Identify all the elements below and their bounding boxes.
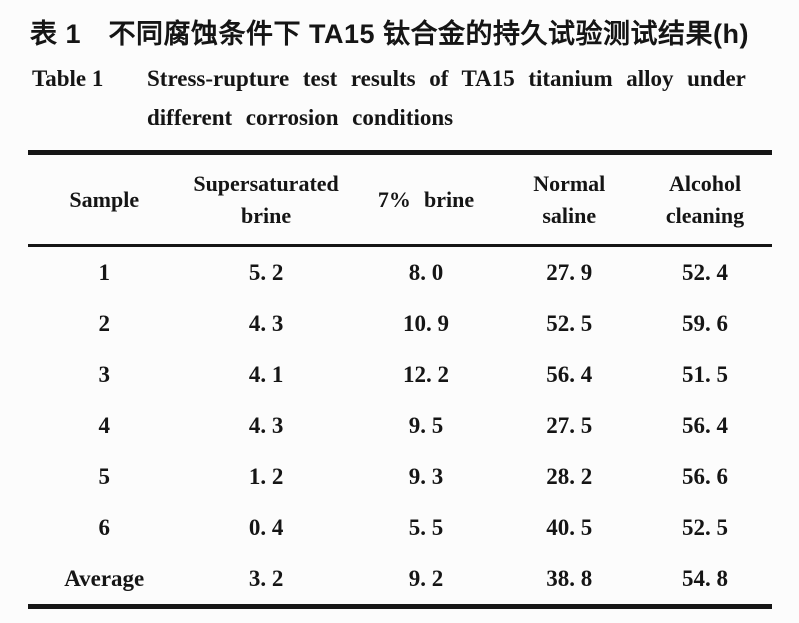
value-cell: 8. 0 (408, 259, 444, 285)
table-caption-en-line2: different corrosion conditions (147, 105, 454, 130)
column-header-normal-saline: Normal saline (500, 152, 639, 247)
sample-cell: 6 (98, 514, 111, 540)
value-cell: 4. 1 (248, 361, 284, 387)
value-cell: 28. 2 (546, 463, 593, 489)
value-cell: 1. 2 (248, 463, 284, 489)
value-cell: 52. 5 (546, 310, 593, 336)
value-cell: 51. 5 (682, 361, 729, 387)
table-caption-en-label: Table 1 (32, 66, 104, 91)
value-cell: 5. 2 (248, 259, 284, 285)
table-caption-zh: 表 1 不同腐蚀条件下 TA15 钛合金的持久试验测试结果(h) (30, 19, 750, 49)
value-cell: 27. 5 (546, 412, 593, 438)
value-cell: 0. 4 (248, 514, 284, 540)
value-cell: 4. 3 (248, 310, 284, 336)
table-row: 6 0. 4 5. 5 40. 5 52. 5 (28, 502, 772, 553)
value-cell: 4. 3 (248, 412, 284, 438)
sample-cell: Average (64, 565, 145, 591)
value-cell: 56. 6 (682, 463, 729, 489)
sample-cell: 2 (98, 310, 111, 336)
column-header-7pct-brine: 7% brine (351, 152, 501, 247)
column-header-alcohol-cleaning: Alcohol cleaning (638, 152, 772, 247)
table-row: 3 4. 1 12. 2 56. 4 51. 5 (28, 349, 772, 400)
sample-cell: 3 (98, 361, 111, 387)
table-caption-en-line1: Stress-rupture test results of TA15 tita… (147, 66, 746, 91)
column-header-supersaturated-brine: Supersaturated brine (180, 152, 352, 247)
table-row-average: Average 3. 2 9. 2 38. 8 54. 8 (28, 553, 772, 607)
table-caption-en: Table 1 Stress-rupture test results of T… (32, 67, 799, 129)
table-row: 1 5. 2 8. 0 27. 9 52. 4 (28, 246, 772, 299)
value-cell: 9. 2 (408, 565, 444, 591)
value-cell: 3. 2 (248, 565, 284, 591)
value-cell: 9. 5 (408, 412, 444, 438)
value-cell: 59. 6 (682, 310, 729, 336)
table-row: 5 1. 2 9. 3 28. 2 56. 6 (28, 451, 772, 502)
value-cell: 40. 5 (546, 514, 593, 540)
value-cell: 52. 5 (682, 514, 729, 540)
value-cell: 9. 3 (408, 463, 444, 489)
sample-cell: 1 (98, 259, 111, 285)
table-row: 2 4. 3 10. 9 52. 5 59. 6 (28, 298, 772, 349)
value-cell: 54. 8 (682, 565, 729, 591)
value-cell: 56. 4 (682, 412, 729, 438)
table-row: 4 4. 3 9. 5 27. 5 56. 4 (28, 400, 772, 451)
value-cell: 38. 8 (546, 565, 593, 591)
value-cell: 52. 4 (682, 259, 729, 285)
value-cell: 12. 2 (403, 361, 450, 387)
table-caption-en-text: Stress-rupture test results of TA15 tita… (147, 67, 746, 129)
value-cell: 56. 4 (546, 361, 593, 387)
header-row: Sample Supersaturated brine 7% brine Nor… (28, 152, 772, 247)
results-table: Sample Supersaturated brine 7% brine Nor… (28, 150, 772, 609)
sample-cell: 4 (98, 412, 111, 438)
value-cell: 5. 5 (408, 514, 444, 540)
column-header-sample: Sample (28, 152, 181, 247)
sample-cell: 5 (98, 463, 111, 489)
value-cell: 10. 9 (403, 310, 450, 336)
value-cell: 27. 9 (546, 259, 593, 285)
